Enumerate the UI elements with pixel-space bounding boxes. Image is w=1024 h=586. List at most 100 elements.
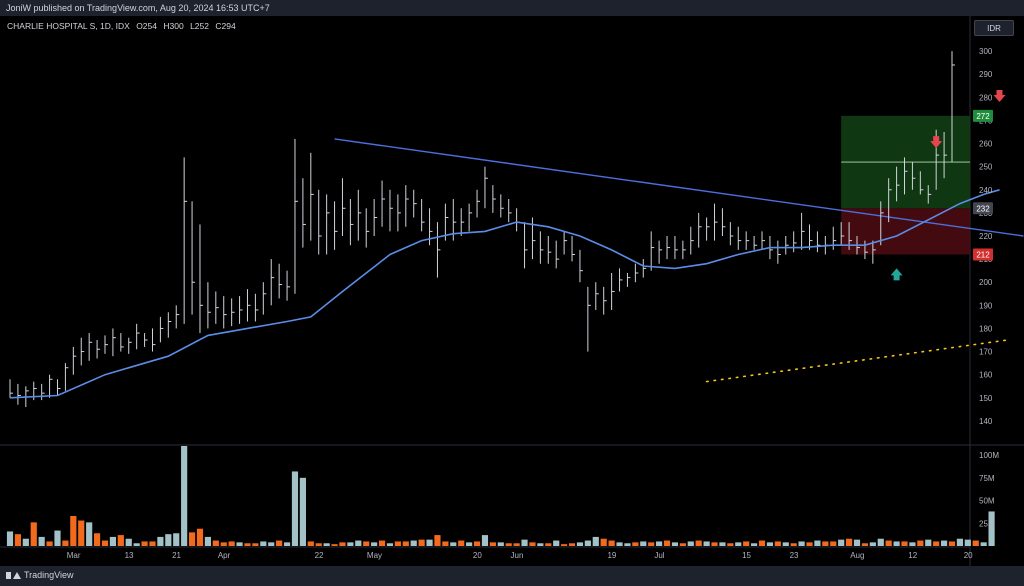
volume-bar bbox=[125, 538, 132, 546]
teal-up-arrow-icon bbox=[890, 268, 903, 281]
time-axis-label: 20 bbox=[964, 551, 973, 560]
tradingview-brand[interactable]: TradingView bbox=[6, 570, 74, 580]
volume-bar bbox=[964, 539, 971, 546]
volume-bar bbox=[14, 534, 22, 546]
volume-bar bbox=[244, 543, 251, 546]
price-axis-label: 280 bbox=[979, 93, 993, 102]
volume-bar bbox=[188, 532, 196, 546]
volume-bar bbox=[980, 542, 987, 546]
stop-price-tag: 212 bbox=[976, 250, 990, 259]
publish-text: JoniW published on TradingView.com, Aug … bbox=[6, 3, 270, 13]
price-axis-label: 290 bbox=[979, 70, 993, 79]
volume-bar bbox=[86, 522, 93, 546]
volume-bar bbox=[561, 544, 568, 546]
price-axis-label: 170 bbox=[979, 348, 993, 357]
volume-bar bbox=[149, 541, 156, 546]
volume-bar bbox=[38, 536, 45, 546]
volume-bar bbox=[331, 544, 338, 546]
ohlc-close: C294 bbox=[215, 21, 236, 31]
volume-bar bbox=[426, 539, 433, 546]
volume-bar bbox=[204, 536, 211, 546]
volume-bar bbox=[719, 542, 726, 546]
volume-bar bbox=[505, 543, 512, 546]
target-price-tag-bg bbox=[973, 109, 993, 122]
volume-bar bbox=[252, 543, 259, 546]
volume-bar bbox=[663, 540, 671, 546]
volume-bar bbox=[299, 477, 306, 546]
volume-bar bbox=[648, 542, 655, 546]
volume-bar bbox=[782, 542, 789, 546]
ohlc-high: H300 bbox=[163, 21, 184, 31]
volume-bar bbox=[885, 540, 892, 546]
volume-bar bbox=[173, 533, 180, 546]
brand-label: TradingView bbox=[24, 570, 74, 580]
volume-bar bbox=[671, 542, 679, 546]
price-axis-label: 260 bbox=[979, 140, 993, 149]
volume-bar bbox=[196, 528, 204, 546]
volume-bar bbox=[940, 540, 948, 546]
stop-price-tag-bg bbox=[973, 248, 993, 261]
volume-bar bbox=[766, 542, 774, 546]
volume-bar bbox=[576, 542, 584, 546]
volume-bar bbox=[283, 542, 291, 546]
symbol-title: CHARLIE HOSPITAL S, 1D, IDX bbox=[7, 21, 130, 31]
volume-bar bbox=[307, 541, 314, 546]
currency-button[interactable]: IDR bbox=[974, 20, 1014, 36]
price-axis-label: 150 bbox=[979, 394, 993, 403]
time-axis-label: 22 bbox=[315, 551, 324, 560]
volume-bar bbox=[758, 540, 766, 546]
red-down-arrow-icon bbox=[930, 136, 943, 149]
price-axis-label: 180 bbox=[979, 324, 993, 333]
volume-bar bbox=[790, 543, 797, 546]
volume-bar bbox=[806, 542, 813, 546]
volume-bar bbox=[695, 540, 702, 546]
volume-bar bbox=[497, 542, 504, 546]
entry-price-tag: 232 bbox=[976, 204, 990, 213]
volume-bar bbox=[70, 516, 77, 546]
price-axis-label: 190 bbox=[979, 301, 993, 310]
volume-bar bbox=[933, 541, 940, 546]
volume-bar bbox=[410, 540, 417, 546]
volume-bar bbox=[220, 542, 227, 546]
volume-bar bbox=[165, 534, 172, 546]
volume-bar bbox=[46, 541, 53, 546]
volume-bar bbox=[473, 541, 481, 546]
volume-bar bbox=[529, 542, 536, 546]
volume-bar bbox=[640, 541, 647, 546]
volume-bar bbox=[948, 541, 956, 546]
volume-bar bbox=[735, 542, 742, 546]
volume-bar bbox=[624, 543, 631, 546]
target-projection-line bbox=[705, 339, 1009, 383]
volume-axis-label: 50M bbox=[979, 497, 995, 506]
volume-bar bbox=[450, 542, 457, 546]
time-axis-label: Mar bbox=[67, 551, 81, 560]
volume-bar bbox=[466, 542, 473, 546]
time-axis-label: Aug bbox=[850, 551, 864, 560]
time-axis-label: 15 bbox=[742, 551, 751, 560]
volume-bar bbox=[339, 542, 346, 546]
price-axis-label: 240 bbox=[979, 186, 993, 195]
volume-bar bbox=[141, 541, 148, 546]
publish-header: JoniW published on TradingView.com, Aug … bbox=[0, 0, 1024, 16]
ohlc-low: L252 bbox=[190, 21, 209, 31]
volume-bar bbox=[394, 541, 401, 546]
volume-bar bbox=[600, 538, 607, 546]
volume-bar bbox=[371, 542, 378, 546]
symbol-legend[interactable]: CHARLIE HOSPITAL S, 1D, IDX O254 H300 L2… bbox=[7, 21, 240, 31]
volume-bar bbox=[901, 541, 908, 546]
volume-bar bbox=[236, 542, 243, 546]
volume-axis-label: 25M bbox=[979, 519, 995, 528]
time-axis-label: 23 bbox=[790, 551, 799, 560]
volume-bar bbox=[925, 539, 932, 546]
volume-bar bbox=[276, 540, 283, 546]
volume-bar bbox=[260, 541, 267, 546]
volume-bar bbox=[157, 536, 164, 546]
price-chart[interactable]: 1401501601701801902002102202302402502602… bbox=[0, 0, 1024, 566]
volume-bar bbox=[109, 536, 116, 546]
volume-bar bbox=[711, 542, 718, 546]
volume-axis-label: 100M bbox=[979, 451, 999, 460]
tradingview-logo-icon bbox=[6, 571, 21, 580]
price-axis-label: 160 bbox=[979, 371, 993, 380]
volume-bar bbox=[592, 536, 599, 546]
volume-bar bbox=[545, 543, 552, 546]
